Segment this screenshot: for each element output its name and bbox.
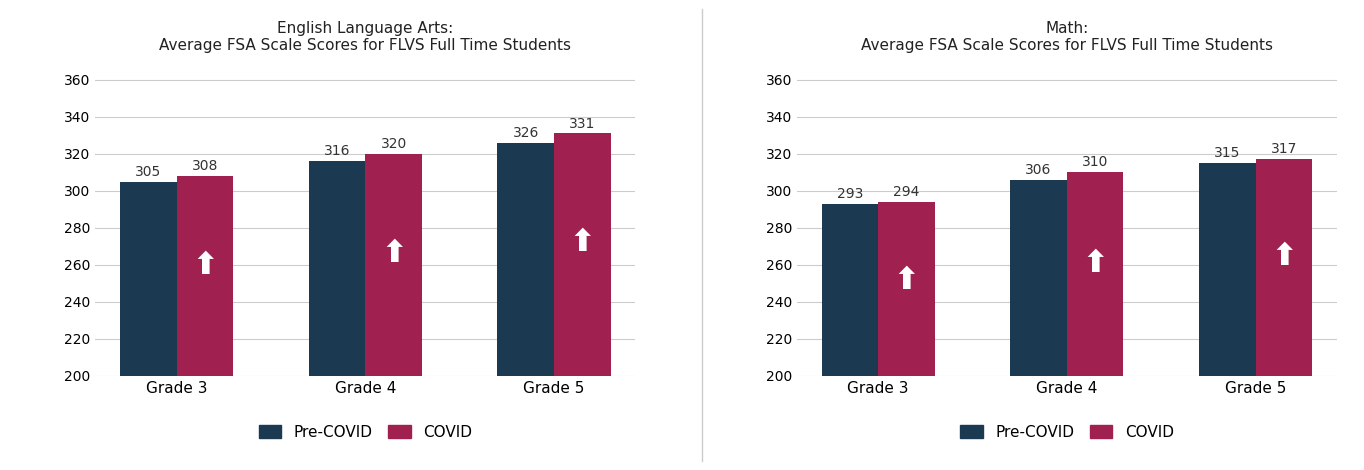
Text: 315: 315 xyxy=(1214,146,1240,160)
Title: English Language Arts:
Average FSA Scale Scores for FLVS Full Time Students: English Language Arts: Average FSA Scale… xyxy=(160,21,572,53)
Text: 305: 305 xyxy=(135,164,161,179)
Text: 320: 320 xyxy=(381,137,406,151)
Text: 306: 306 xyxy=(1026,163,1052,177)
Bar xyxy=(821,204,878,376)
Legend: Pre-COVID, COVID: Pre-COVID, COVID xyxy=(259,424,472,439)
Bar xyxy=(554,133,611,376)
Text: 326: 326 xyxy=(513,126,539,140)
Bar xyxy=(120,181,176,376)
Bar xyxy=(878,202,934,376)
Text: 316: 316 xyxy=(323,144,351,158)
Text: 293: 293 xyxy=(836,187,863,201)
Bar xyxy=(1199,163,1256,376)
Text: ⬆: ⬆ xyxy=(192,251,218,281)
Bar xyxy=(308,161,366,376)
Text: ⬆: ⬆ xyxy=(1271,243,1297,271)
Text: 294: 294 xyxy=(893,185,919,199)
Bar xyxy=(1256,159,1312,376)
Text: 310: 310 xyxy=(1082,156,1109,170)
Bar xyxy=(1067,172,1124,376)
Text: 331: 331 xyxy=(569,117,596,131)
Text: ⬆: ⬆ xyxy=(893,266,919,295)
Text: ⬆: ⬆ xyxy=(1083,250,1108,278)
Bar xyxy=(366,154,421,376)
Legend: Pre-COVID, COVID: Pre-COVID, COVID xyxy=(960,424,1173,439)
Bar xyxy=(176,176,233,376)
Text: 308: 308 xyxy=(192,159,218,173)
Text: 317: 317 xyxy=(1271,142,1297,157)
Bar xyxy=(1011,180,1067,376)
Text: ⬆: ⬆ xyxy=(381,239,406,268)
Text: ⬆: ⬆ xyxy=(570,228,595,257)
Title: Math:
Average FSA Scale Scores for FLVS Full Time Students: Math: Average FSA Scale Scores for FLVS … xyxy=(861,21,1273,53)
Bar xyxy=(498,142,554,376)
